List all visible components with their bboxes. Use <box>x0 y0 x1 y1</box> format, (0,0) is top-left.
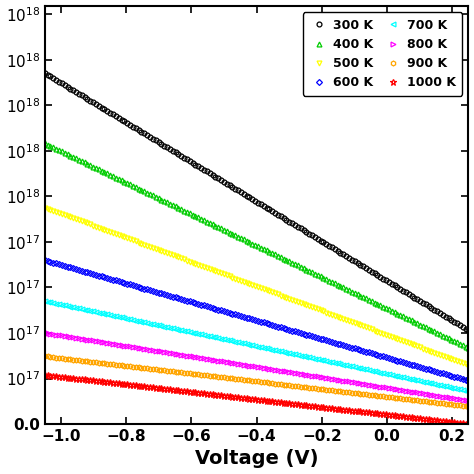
Line: 700 K: 700 K <box>42 299 471 394</box>
1000 K <box>42 372 47 378</box>
800 K <box>335 377 340 383</box>
600 K <box>181 297 187 303</box>
500 K <box>465 363 471 368</box>
1000 K <box>392 412 397 418</box>
Legend: 300 K, 400 K, 500 K, 600 K, 700 K, 800 K, 900 K, 1000 K: 300 K, 400 K, 500 K, 600 K, 700 K, 800 K… <box>303 12 462 96</box>
400 K <box>210 221 215 227</box>
800 K <box>181 352 187 358</box>
Line: 900 K: 900 K <box>42 354 471 409</box>
300 K <box>42 70 47 76</box>
900 K <box>465 404 471 410</box>
500 K <box>335 314 340 319</box>
900 K <box>42 353 47 359</box>
800 K <box>465 398 471 403</box>
800 K <box>42 330 47 336</box>
300 K <box>335 248 340 254</box>
300 K <box>465 328 471 333</box>
400 K <box>264 247 269 253</box>
1000 K <box>465 421 471 427</box>
1000 K <box>181 388 187 394</box>
300 K <box>392 283 397 288</box>
400 K <box>42 140 47 146</box>
700 K <box>264 346 269 351</box>
500 K <box>42 205 47 210</box>
300 K <box>264 205 269 210</box>
600 K <box>392 357 397 363</box>
300 K <box>181 155 187 161</box>
500 K <box>392 335 397 341</box>
600 K <box>210 305 215 311</box>
300 K <box>210 172 215 178</box>
Line: 500 K: 500 K <box>42 205 471 368</box>
500 K <box>281 294 286 300</box>
600 K <box>335 341 340 346</box>
400 K <box>181 208 187 213</box>
400 K <box>465 345 471 351</box>
700 K <box>210 334 215 340</box>
Line: 800 K: 800 K <box>42 330 471 403</box>
900 K <box>281 382 286 387</box>
800 K <box>264 365 269 371</box>
800 K <box>281 368 286 374</box>
600 K <box>42 257 47 263</box>
X-axis label: Voltage (V): Voltage (V) <box>195 449 319 468</box>
600 K <box>264 320 269 326</box>
900 K <box>392 395 397 401</box>
500 K <box>264 287 269 293</box>
700 K <box>465 388 471 394</box>
400 K <box>335 282 340 288</box>
Line: 600 K: 600 K <box>43 258 471 383</box>
500 K <box>210 267 215 273</box>
400 K <box>392 310 397 315</box>
800 K <box>392 386 397 392</box>
300 K <box>281 215 286 221</box>
700 K <box>181 328 187 334</box>
600 K <box>465 378 471 383</box>
Line: 400 K: 400 K <box>42 141 471 350</box>
700 K <box>42 298 47 304</box>
900 K <box>335 388 340 394</box>
900 K <box>210 373 215 379</box>
700 K <box>392 373 397 378</box>
1000 K <box>281 400 286 405</box>
Line: 300 K: 300 K <box>42 71 471 333</box>
700 K <box>335 361 340 366</box>
500 K <box>181 256 187 262</box>
1000 K <box>264 398 269 403</box>
600 K <box>281 325 286 331</box>
900 K <box>181 370 187 375</box>
800 K <box>210 357 215 363</box>
700 K <box>281 349 286 355</box>
1000 K <box>335 406 340 412</box>
Line: 1000 K: 1000 K <box>42 372 472 427</box>
1000 K <box>210 392 215 397</box>
400 K <box>281 256 286 262</box>
900 K <box>264 380 269 385</box>
